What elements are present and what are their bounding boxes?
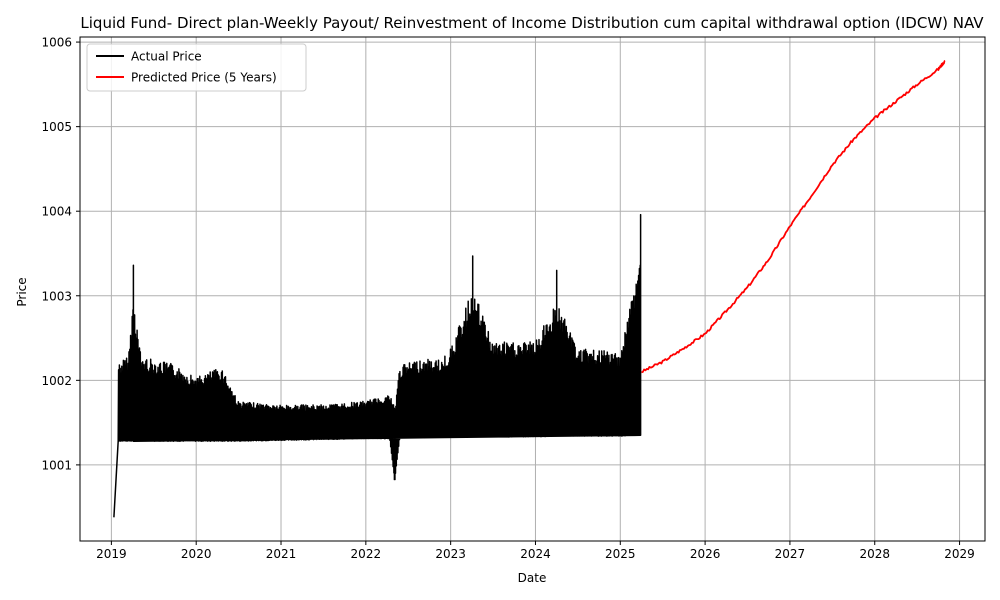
y-tick-label: 1003 (41, 289, 72, 303)
legend-label-predicted: Predicted Price (5 Years) (131, 71, 277, 85)
x-tick-label: 2027 (775, 547, 806, 561)
x-tick-label: 2019 (96, 547, 127, 561)
plot-frame (79, 36, 986, 542)
x-tick-label: 2024 (520, 547, 551, 561)
x-axis-label: Date (518, 571, 547, 585)
series-layer (113, 60, 946, 518)
y-axis-label: Price (15, 277, 29, 306)
series-actual-price-line (113, 213, 642, 518)
y-tick-label: 1005 (41, 120, 72, 134)
x-tick-label: 2020 (181, 547, 212, 561)
x-tick-label: 2028 (859, 547, 890, 561)
legend-box (86, 43, 307, 92)
grid (80, 37, 985, 541)
x-tick-label: 2022 (351, 547, 382, 561)
x-tick-label: 2023 (435, 547, 466, 561)
series-predicted-price-line (641, 60, 946, 374)
x-tick-label: 2021 (266, 547, 297, 561)
y-tick-label: 1002 (41, 374, 72, 388)
legend: Actual Price Predicted Price (5 Years) (86, 43, 307, 92)
y-tick-label: 1001 (41, 458, 72, 472)
y-tick-label: 1006 (41, 36, 72, 50)
x-tick-label: 2026 (690, 547, 721, 561)
x-tick-label: 2025 (605, 547, 636, 561)
legend-label-actual: Actual Price (131, 50, 202, 64)
x-tick-label: 2029 (944, 547, 975, 561)
chart-title: Liquid Fund- Direct plan-Weekly Payout/ … (80, 14, 984, 32)
y-tick-label: 1004 (41, 205, 72, 219)
axes: 2019 2020 2021 2022 2023 2024 2025 2026 2027 2028… (41, 36, 974, 561)
